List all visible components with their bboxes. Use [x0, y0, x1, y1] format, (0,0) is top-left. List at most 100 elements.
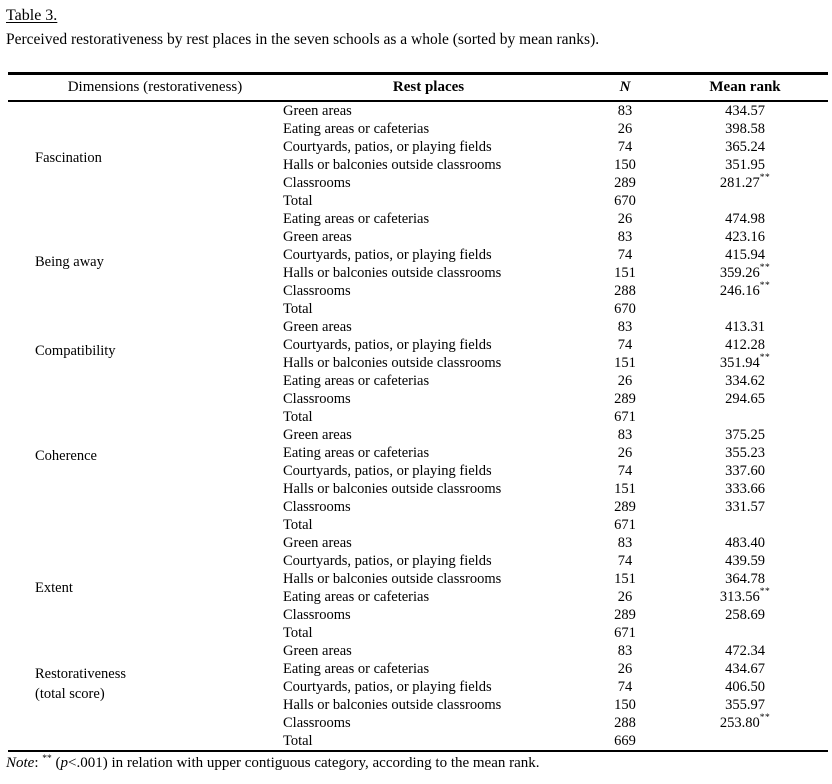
- rest-place-cell: Courtyards, patios, or playing fields: [283, 247, 492, 263]
- n-value-cell: 74: [617, 679, 633, 695]
- mean-rank-value: 355.97: [725, 697, 765, 713]
- mean-rank-cell: 413.31: [690, 318, 828, 336]
- mean-rank-value: 472.34: [725, 643, 765, 659]
- rest-place-cell: Eating areas or cafeterias: [283, 445, 430, 461]
- n-value-cell: 74: [617, 139, 633, 155]
- column-header-dimensions: Dimensions (restorativeness): [8, 73, 272, 102]
- table-row: Green areas 83 423.16: [8, 228, 828, 246]
- rest-place-cell: Green areas: [283, 103, 352, 119]
- mean-rank-cell: [690, 516, 828, 534]
- n-value-cell: 83: [617, 103, 633, 119]
- rest-place-cell: Total: [283, 301, 313, 317]
- mean-rank-cell: [690, 624, 828, 642]
- table-row: Total 671: [8, 408, 828, 426]
- n-value-cell: 151: [614, 571, 636, 587]
- mean-rank-cell: 434.57: [690, 101, 828, 120]
- mean-rank-value: 246.16: [719, 283, 760, 299]
- dimension-label: Extent: [35, 580, 73, 596]
- mean-rank-cell: 364.78: [690, 570, 828, 588]
- table-row: Classrooms 289 281.27**: [8, 173, 828, 192]
- mean-rank-cell: 313.56**: [690, 587, 828, 606]
- dimension-label: Compatibility: [35, 343, 116, 359]
- table-row: Being away Eating areas or cafeterias 26 47…: [8, 210, 828, 270]
- n-value-cell: 74: [617, 337, 633, 353]
- table-row: Courtyards, patios, or playing fields 74 4…: [8, 678, 828, 696]
- n-value-cell: 83: [617, 643, 633, 659]
- mean-rank-value: 364.78: [725, 571, 765, 587]
- rest-place-cell: Total: [283, 517, 313, 533]
- n-value-cell: 26: [617, 211, 633, 227]
- rest-place-cell: Classrooms: [283, 607, 351, 623]
- table-row: Courtyards, patios, or playing fields 74 4…: [8, 336, 828, 354]
- mean-rank-value: 413.31: [725, 319, 765, 335]
- mean-rank-cell: 355.97: [690, 696, 828, 714]
- table-header-row: Dimensions (restorativeness) Rest places…: [8, 73, 828, 102]
- n-value-cell: 288: [614, 283, 636, 299]
- rest-place-cell: Total: [283, 193, 313, 209]
- mean-rank-cell: 294.65: [690, 390, 828, 408]
- rest-place-cell: Eating areas or cafeterias: [283, 121, 430, 137]
- mean-rank-value: 281.27: [719, 175, 760, 191]
- table-row: Courtyards, patios, or playing fields 74 4…: [8, 552, 828, 570]
- n-value-cell: 151: [614, 265, 636, 281]
- mean-rank-value: 415.94: [725, 247, 765, 263]
- rest-place-cell: Classrooms: [283, 283, 351, 299]
- n-value-cell: 671: [614, 625, 636, 641]
- mean-rank-value: 375.25: [725, 427, 765, 443]
- mean-rank-value: 253.80: [719, 715, 760, 731]
- significance-marker: **: [759, 263, 771, 274]
- mean-rank-cell: 334.62: [690, 372, 828, 390]
- n-value-cell: 26: [617, 589, 633, 605]
- table-row: Classrooms 288 253.80**: [8, 713, 828, 732]
- rest-place-cell: Green areas: [283, 643, 352, 659]
- note-significance-marker: **: [42, 754, 52, 764]
- mean-rank-cell: 337.60: [690, 462, 828, 480]
- table-row: Extent Green areas 83 483.40: [8, 534, 828, 596]
- dimension-section: Restorativeness (total score) Green areas…: [8, 642, 828, 751]
- table-row: Halls or balconies outside classrooms 151…: [8, 353, 828, 372]
- column-header-rest-places: Rest places: [272, 73, 560, 102]
- table-row: Compatibility Green areas 83 413.31: [8, 318, 828, 359]
- dimension-section: Being away Eating areas or cafeterias 26 47…: [8, 210, 828, 318]
- table-row: Classrooms 289 331.57: [8, 498, 828, 516]
- mean-rank-cell: 423.16: [690, 228, 828, 246]
- dimension-label: Being away: [35, 254, 104, 270]
- rest-place-cell: Eating areas or cafeterias: [283, 589, 430, 605]
- n-value-cell: 83: [617, 319, 633, 335]
- mean-rank-value: 412.28: [725, 337, 765, 353]
- significance-marker: **: [759, 353, 771, 364]
- mean-rank-value: 331.57: [725, 499, 765, 515]
- table-row: Courtyards, patios, or playing fields 74 3…: [8, 462, 828, 480]
- table-row: Coherence Green areas 83 375.25: [8, 426, 828, 464]
- rest-place-cell: Halls or balconies outside classrooms: [283, 697, 502, 713]
- table-row: Total 669: [8, 732, 828, 751]
- rest-place-cell: Classrooms: [283, 715, 351, 731]
- table-row: Courtyards, patios, or playing fields 74 4…: [8, 246, 828, 264]
- n-value-cell: 26: [617, 121, 633, 137]
- n-value-cell: 288: [614, 715, 636, 731]
- note-label: Note: [6, 755, 35, 771]
- rest-place-cell: Green areas: [283, 535, 352, 551]
- mean-rank-cell: 359.26**: [690, 263, 828, 282]
- significance-marker: **: [759, 281, 771, 292]
- rest-place-cell: Courtyards, patios, or playing fields: [283, 139, 492, 155]
- rest-place-cell: Halls or balconies outside classrooms: [283, 571, 502, 587]
- n-value-cell: 26: [617, 445, 633, 461]
- table-row: Total 671: [8, 624, 828, 642]
- mean-rank-value: 474.98: [725, 211, 765, 227]
- table-row: Halls or balconies outside classrooms 150…: [8, 696, 828, 714]
- rest-place-cell: Green areas: [283, 229, 352, 245]
- mean-rank-value: 294.65: [725, 391, 765, 407]
- mean-rank-cell: 331.57: [690, 498, 828, 516]
- mean-rank-cell: 375.25: [690, 426, 828, 444]
- mean-rank-cell: 351.94**: [690, 353, 828, 372]
- rest-place-cell: Halls or balconies outside classrooms: [283, 265, 502, 281]
- n-value-cell: 289: [614, 499, 636, 515]
- dimension-label: Restorativeness (total score): [35, 666, 127, 702]
- rest-place-cell: Courtyards, patios, or playing fields: [283, 337, 492, 353]
- mean-rank-cell: 258.69: [690, 606, 828, 624]
- restorativeness-table: Dimensions (restorativeness) Rest places…: [8, 72, 828, 752]
- mean-rank-cell: 281.27**: [690, 173, 828, 192]
- mean-rank-cell: 333.66: [690, 480, 828, 498]
